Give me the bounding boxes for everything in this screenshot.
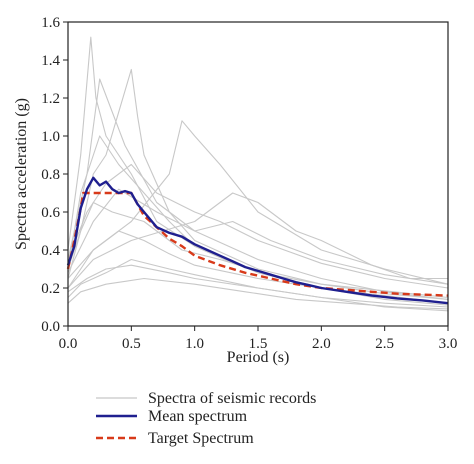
y-tick-label: 0.8: [41, 167, 60, 183]
target-spectrum-line: [66, 191, 449, 297]
plot-lines: [66, 36, 449, 312]
record-spectrum-line-4: [67, 192, 448, 289]
x-tick-label: 0.5: [122, 336, 141, 352]
mean-spectrum-line: [66, 176, 449, 305]
y-tick-label: 0.4: [41, 243, 60, 259]
y-tick-label: 0.6: [41, 205, 60, 221]
y-tick-label: 1.6: [41, 15, 60, 31]
record-spectrum-line-11: [67, 188, 449, 285]
plot-frame: [67, 21, 449, 327]
legend-label-3: Target Spectrum: [148, 430, 254, 447]
y-tick-label: 1.4: [41, 53, 60, 69]
record-spectrum-line-12: [67, 277, 449, 310]
legend-label-1: Spectra of seismic records: [148, 390, 316, 407]
y-tick-label: 0.0: [41, 319, 60, 335]
x-tick-label: 0.0: [59, 336, 78, 352]
x-tick-label: 2.5: [375, 336, 394, 352]
legend-label-2: Mean spectrum: [148, 408, 248, 425]
x-axis-label: Period (s): [227, 349, 290, 366]
y-tick-label: 1.0: [41, 129, 60, 145]
x-axis-ticks: 0.0 0.5 1.0 1.5 2.0 2.5 3.0: [59, 326, 458, 352]
x-tick-label: 2.0: [312, 336, 331, 352]
record-spectrum-line-10: [67, 201, 449, 300]
y-axis-ticks: 0.0 0.2 0.4 0.6 0.8 1.0 1.2 1.4 1.6: [41, 15, 68, 335]
record-spectrum-line-9: [67, 258, 449, 312]
y-tick-label: 1.2: [41, 91, 60, 107]
x-tick-label: 3.0: [439, 336, 458, 352]
record-spectrum-line-7: [67, 264, 449, 308]
x-tick-label: 1.0: [185, 336, 204, 352]
y-axis-label: Spectra acceleration (g): [13, 98, 30, 250]
x-tick-label: 1.5: [249, 336, 268, 352]
y-tick-label: 0.2: [41, 281, 60, 297]
record-spectrum-line-13: [67, 78, 449, 300]
